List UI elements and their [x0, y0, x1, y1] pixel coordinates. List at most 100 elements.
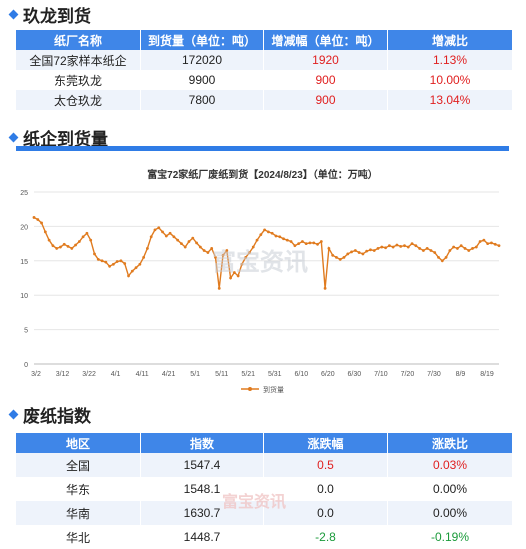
index-section-title: 废纸指数	[8, 402, 91, 427]
x-tick-label: 5/1	[190, 371, 200, 378]
data-point	[255, 238, 259, 242]
col-header-change: 涨跌幅	[263, 433, 388, 453]
data-point	[217, 286, 221, 290]
data-point	[259, 233, 263, 237]
y-tick-label: 0	[24, 362, 28, 369]
arrivals-title-text: 玖龙到货	[23, 7, 91, 26]
data-point	[387, 244, 391, 248]
data-point	[130, 269, 134, 273]
data-point	[191, 236, 195, 240]
data-point	[486, 242, 490, 245]
cell-change: 0.5	[263, 453, 388, 477]
data-point	[437, 255, 440, 259]
data-point	[104, 260, 108, 264]
chart-watermark-text: 富宝资讯	[212, 249, 308, 276]
data-point	[497, 244, 501, 248]
data-point	[100, 259, 104, 263]
arrivals-section-title: 玖龙到货	[8, 2, 91, 27]
data-point	[282, 237, 285, 241]
data-point	[93, 252, 96, 256]
data-point	[55, 247, 59, 250]
data-point	[270, 231, 274, 235]
data-point	[350, 250, 353, 254]
cell-name: 全国72家样本纸企	[16, 50, 141, 70]
data-point	[119, 259, 123, 263]
data-point	[180, 242, 183, 245]
cell-region: 华北	[16, 525, 141, 549]
cell-region: 华东	[16, 477, 141, 501]
data-point	[308, 241, 312, 245]
data-point	[172, 235, 176, 239]
col-header-index: 指数	[140, 433, 264, 453]
x-tick-label: 5/31	[268, 371, 282, 378]
chart-top-bar	[16, 146, 509, 151]
data-point	[232, 271, 236, 274]
data-point	[36, 218, 40, 221]
arrivals-table: 纸厂名称 到货量（单位：吨） 增减幅（单位：吨） 增减比 全国72家样本纸企 1…	[16, 30, 513, 110]
cell-qty: 9900	[140, 70, 264, 90]
col-header-name: 纸厂名称	[16, 30, 141, 50]
data-point	[425, 247, 429, 250]
data-point	[274, 234, 278, 238]
data-point	[399, 244, 403, 248]
index-title-text: 废纸指数	[23, 407, 91, 426]
x-tick-label: 3/2	[31, 371, 41, 378]
data-point	[62, 242, 66, 246]
data-point	[482, 238, 486, 242]
col-header-change: 增减幅（单位：吨）	[263, 30, 388, 50]
table-row: 华南 1630.7 0.0 0.00%	[16, 501, 513, 525]
x-tick-label: 4/11	[136, 371, 149, 378]
data-point	[361, 252, 365, 256]
data-point	[40, 221, 43, 225]
cell-index: 1548.1	[140, 477, 264, 501]
table-row: 东莞玖龙 9900 900 10.00%	[16, 70, 513, 90]
cell-index: 1630.7	[140, 501, 264, 525]
data-point	[142, 255, 146, 259]
data-point	[198, 245, 202, 249]
x-tick-label: 6/10	[294, 371, 308, 378]
cell-ratio: 10.00%	[387, 70, 513, 90]
cell-ratio: 13.04%	[387, 90, 513, 110]
y-tick-label: 10	[20, 293, 28, 300]
cell-ratio: -0.19%	[387, 525, 513, 549]
x-tick-label: 3/22	[82, 371, 96, 378]
data-point	[43, 230, 47, 234]
x-tick-label: 4/1	[111, 371, 121, 378]
data-point	[342, 255, 346, 259]
data-point	[319, 240, 323, 243]
data-point	[70, 247, 74, 250]
data-point	[440, 259, 444, 263]
x-tick-label: 7/20	[401, 371, 415, 378]
data-point	[380, 245, 384, 249]
data-point	[327, 247, 331, 250]
arrivals-table-header: 纸厂名称 到货量（单位：吨） 增减幅（单位：吨） 增减比	[16, 30, 513, 50]
data-point	[456, 247, 459, 250]
data-point	[59, 245, 62, 249]
data-point	[157, 226, 161, 230]
data-point	[414, 244, 418, 248]
data-point	[89, 238, 93, 242]
cell-ratio: 0.00%	[387, 501, 513, 525]
cell-change: 0.0	[263, 501, 388, 525]
data-point	[134, 266, 138, 270]
data-point	[149, 235, 153, 239]
cell-change: 900	[263, 90, 388, 110]
data-point	[127, 274, 130, 278]
data-point	[406, 245, 410, 249]
y-tick-label: 15	[20, 259, 28, 266]
data-point	[433, 251, 437, 254]
data-point	[448, 249, 452, 252]
data-point	[168, 231, 172, 235]
y-tick-label: 5	[24, 328, 28, 335]
cell-qty: 7800	[140, 90, 264, 110]
data-point	[111, 262, 115, 266]
series-line	[33, 216, 500, 289]
data-point	[285, 238, 289, 242]
table-row: 全国 1547.4 0.5 0.03%	[16, 453, 513, 477]
data-point	[206, 251, 210, 254]
data-point	[74, 243, 77, 247]
data-point	[372, 249, 376, 252]
data-point	[312, 241, 316, 245]
cell-ratio: 0.00%	[387, 477, 513, 501]
data-point	[210, 247, 214, 250]
